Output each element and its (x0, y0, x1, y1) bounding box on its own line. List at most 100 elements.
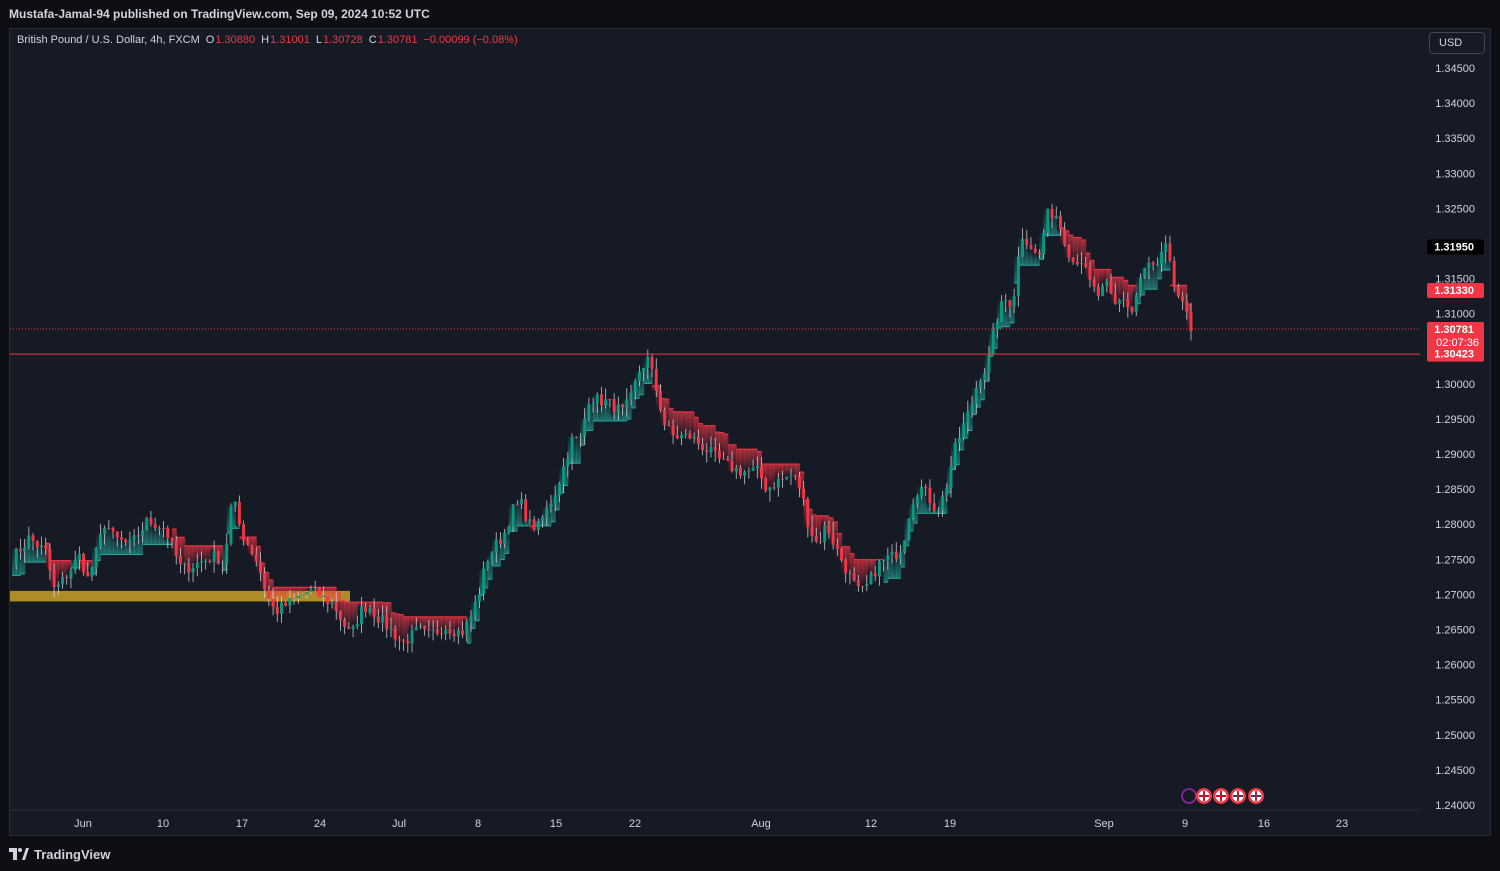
candle[interactable] (82, 552, 86, 576)
candle[interactable] (840, 547, 843, 563)
candle[interactable] (764, 477, 768, 493)
candle[interactable] (1033, 244, 1037, 254)
candle[interactable] (111, 526, 115, 539)
candle[interactable] (195, 553, 199, 577)
candle[interactable] (612, 393, 616, 420)
candle[interactable] (675, 425, 679, 440)
candle[interactable] (747, 467, 751, 479)
candle[interactable] (461, 621, 465, 639)
candle[interactable] (1164, 235, 1168, 263)
candle[interactable] (208, 559, 212, 564)
candle[interactable] (305, 591, 309, 599)
candle[interactable] (1037, 249, 1041, 259)
candle[interactable] (831, 522, 835, 550)
candle[interactable] (157, 525, 161, 536)
candle[interactable] (663, 407, 667, 431)
candle[interactable] (368, 604, 372, 616)
candle[interactable] (772, 481, 776, 491)
candle[interactable] (77, 546, 81, 570)
candle[interactable] (974, 380, 978, 414)
candle[interactable] (170, 537, 174, 549)
symbol-title[interactable]: British Pound / U.S. Dollar, 4h, FXCM (17, 34, 200, 46)
candle[interactable] (1021, 228, 1025, 258)
candle[interactable] (1117, 298, 1121, 313)
candle[interactable] (162, 521, 166, 538)
candle[interactable] (621, 403, 625, 416)
candle[interactable] (1151, 260, 1155, 271)
candle[interactable] (14, 547, 18, 570)
candle[interactable] (541, 515, 545, 528)
candle[interactable] (69, 567, 73, 589)
candle[interactable] (107, 519, 111, 530)
candle[interactable] (313, 580, 317, 591)
candle[interactable] (865, 574, 869, 592)
candle[interactable] (983, 368, 987, 390)
candle[interactable] (802, 480, 806, 506)
candle[interactable] (1176, 283, 1180, 299)
candle[interactable] (444, 625, 448, 641)
candle[interactable] (797, 472, 801, 498)
candle[interactable] (928, 479, 932, 511)
candle[interactable] (27, 526, 31, 550)
candle[interactable] (1016, 246, 1020, 307)
candle[interactable] (856, 574, 860, 592)
candle[interactable] (347, 622, 351, 630)
candle[interactable] (406, 633, 410, 653)
candle[interactable] (246, 537, 250, 546)
x-axis[interactable]: Jun 10 17 24 Jul 8 15 22 Aug 12 19 Sep 9 16 23 (74, 818, 1348, 830)
candle[interactable] (73, 550, 77, 575)
candle[interactable] (751, 459, 755, 472)
candle[interactable] (730, 451, 734, 473)
candle[interactable] (894, 542, 898, 563)
candle[interactable] (785, 476, 789, 481)
candle[interactable] (587, 397, 591, 422)
candle[interactable] (280, 596, 283, 623)
candle[interactable] (545, 500, 549, 526)
candle[interactable] (722, 451, 726, 460)
candle[interactable] (810, 515, 814, 543)
candle[interactable] (852, 567, 856, 582)
candle[interactable] (44, 537, 48, 555)
candle[interactable] (680, 431, 683, 446)
candle[interactable] (216, 550, 220, 565)
candle[interactable] (204, 558, 208, 570)
candle[interactable] (221, 560, 225, 575)
candle[interactable] (1075, 254, 1079, 267)
candle[interactable] (292, 593, 296, 605)
candle[interactable] (254, 547, 258, 567)
candle[interactable] (296, 591, 300, 604)
candle[interactable] (477, 587, 481, 609)
candle[interactable] (696, 429, 700, 450)
candle[interactable] (886, 547, 890, 570)
candle[interactable] (953, 438, 957, 471)
candle[interactable] (806, 496, 810, 538)
candle[interactable] (667, 420, 671, 427)
candle[interactable] (553, 485, 557, 512)
candle[interactable] (768, 486, 772, 502)
candle[interactable] (692, 432, 696, 444)
candle[interactable] (98, 523, 102, 550)
candles[interactable] (14, 204, 1193, 653)
candle[interactable] (1025, 230, 1029, 250)
candle[interactable] (166, 525, 170, 549)
candle[interactable] (705, 443, 709, 463)
candle[interactable] (263, 567, 267, 598)
candle[interactable] (600, 386, 603, 412)
candle[interactable] (1155, 257, 1159, 267)
candle[interactable] (174, 535, 178, 565)
candle[interactable] (23, 539, 27, 563)
candle[interactable] (688, 430, 692, 440)
candle[interactable] (1189, 302, 1193, 341)
candle[interactable] (616, 396, 620, 421)
candle[interactable] (1012, 288, 1016, 313)
candle[interactable] (873, 566, 877, 582)
candle[interactable] (915, 494, 919, 509)
candle[interactable] (393, 625, 397, 648)
candle[interactable] (827, 520, 831, 539)
candle[interactable] (301, 593, 305, 597)
candle[interactable] (351, 624, 355, 638)
candle[interactable] (1138, 273, 1142, 297)
candle[interactable] (629, 384, 633, 406)
support-zone[interactable] (10, 590, 350, 602)
candle[interactable] (1181, 291, 1185, 310)
